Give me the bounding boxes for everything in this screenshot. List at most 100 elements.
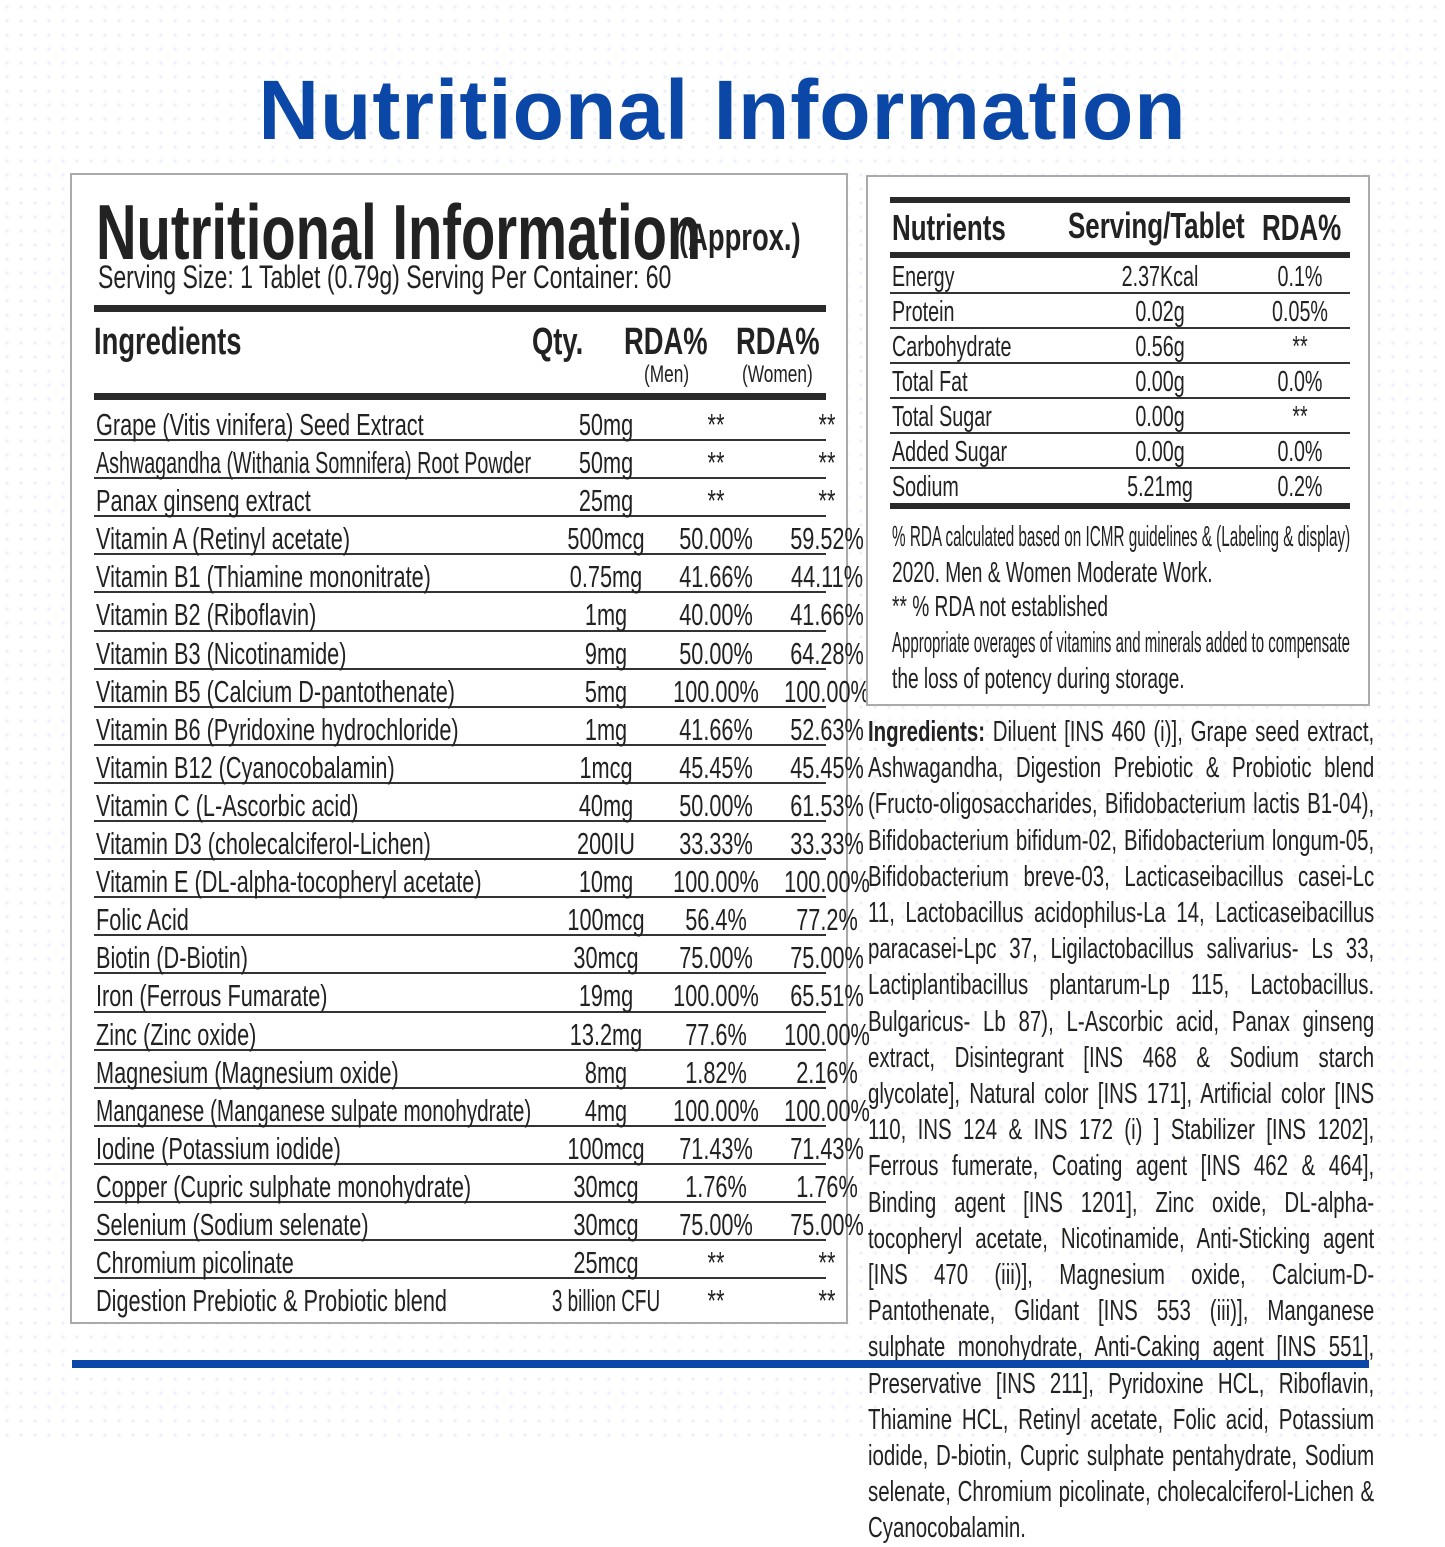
cell-men: 1.82% — [685, 1054, 747, 1090]
cell-men: 100.00% — [673, 673, 759, 709]
cell-women: 59.52% — [790, 521, 864, 557]
cell-men: 75.00% — [679, 1206, 753, 1242]
cell-men: 77.6% — [685, 1016, 747, 1052]
cell-serv: 0.00g — [1135, 401, 1185, 433]
cell-name: Ashwagandha (Withania Somnifera) Root Po… — [96, 445, 532, 481]
cell-name: Panax ginseng extract — [96, 483, 311, 519]
cell-women: 75.00% — [790, 940, 864, 976]
note-line: ** % RDA not established — [892, 591, 1108, 623]
cell-rda: ** — [1292, 331, 1308, 363]
cell-name: Manganese (Manganese sulpate monohydrate… — [96, 1092, 532, 1128]
cell-men: 75.00% — [679, 940, 753, 976]
ingredients-paragraph: Ingredients: Diluent [INS 460 (i)], Grap… — [868, 714, 1374, 1547]
cell-men: 100.00% — [673, 1092, 759, 1128]
header-women: (Women) — [742, 361, 813, 388]
table-row: Total Sugar 0.00g ** — [890, 399, 1350, 434]
cell-serv: 0.56g — [1135, 331, 1185, 363]
header-nutrients: Nutrients — [892, 207, 1006, 248]
cell-name: Selenium (Sodium selenate) — [96, 1206, 369, 1242]
cell-men: 50.00% — [679, 787, 753, 823]
cell-qty: 1mg — [584, 597, 628, 633]
table-row: Total Fat 0.00g 0.0% — [890, 364, 1350, 399]
page-title: Nutritional Information — [258, 63, 1187, 157]
cell-qty: 5mg — [584, 673, 628, 709]
cell-name: Total Sugar — [892, 401, 992, 433]
cell-name: Protein — [892, 296, 955, 328]
cell-name: Biotin (D-Biotin) — [96, 940, 248, 976]
cell-women: ** — [818, 407, 836, 442]
cell-qty: 100mcg — [567, 1130, 645, 1166]
cell-name: Folic Acid — [96, 902, 189, 938]
header-men: (Men) — [644, 361, 690, 388]
table-row: Vitamin B6 (Pyridoxine hydrochloride) 1mg… — [94, 708, 864, 747]
table-row: Selenium (Sodium selenate) 30mcg 75.00% 75.… — [94, 1203, 864, 1242]
cell-men: 33.33% — [679, 826, 753, 862]
table-row: Ashwagandha (Withania Somnifera) Root Po… — [94, 441, 835, 481]
table-row: Vitamin B5 (Calcium D-pantothenate) 5mg 10… — [94, 670, 870, 709]
divider — [890, 503, 1350, 509]
table-row: Chromium picolinate 25mcg ** ** — [94, 1241, 835, 1281]
divider — [94, 305, 826, 312]
header-qty: Qty. — [532, 321, 584, 363]
cell-women: ** — [818, 1283, 836, 1319]
cell-men: 50.00% — [679, 635, 753, 671]
table-row: Magnesium (Magnesium oxide) 8mg 1.82% 2.16% — [94, 1051, 858, 1090]
cell-qty: 10mg — [578, 864, 634, 900]
cell-qty: 30mcg — [573, 1168, 639, 1204]
divider — [890, 252, 1350, 258]
cell-women: ** — [818, 483, 836, 519]
title-text: Nutritional Information — [96, 188, 702, 276]
table-row: Vitamin B3 (Nicotinamide) 9mg 50.00% 64.28% — [94, 632, 864, 671]
cell-qty: 50mg — [578, 445, 634, 481]
cell-qty: 9mg — [584, 635, 628, 671]
cell-men: 1.76% — [685, 1168, 747, 1204]
nutrients-rows: Energy 2.37Kcal 0.1% Protein 0.02g 0.05% Carbo… — [890, 259, 1350, 504]
header-serving: Serving/Tablet — [1068, 205, 1245, 246]
cell-men: ** — [707, 407, 725, 442]
cell-name: Vitamin B5 (Calcium D-pantothenate) — [96, 673, 456, 709]
cell-name: Chromium picolinate — [96, 1245, 294, 1281]
cell-name: Sodium — [892, 471, 959, 503]
cell-women: 100.00% — [784, 1092, 870, 1128]
cell-qty: 13.2mg — [569, 1016, 643, 1052]
table-row: Vitamin C (L-Ascorbic acid) 40mg 50.00% 61.… — [94, 784, 864, 823]
cell-women: 2.16% — [796, 1054, 858, 1090]
cell-name: Vitamin A (Retinyl acetate) — [96, 521, 351, 557]
divider — [890, 197, 1350, 203]
cell-men: 45.45% — [679, 749, 753, 785]
cell-name: Vitamin B12 (Cyanocobalamin) — [96, 749, 395, 785]
table-row: Iron (Ferrous Fumarate) 19mg 100.00% 65.51% — [94, 974, 864, 1014]
cell-men: 100.00% — [673, 978, 759, 1014]
cell-qty: 25mg — [578, 483, 634, 519]
cell-women: 1.76% — [796, 1168, 858, 1204]
cell-qty: 200IU — [577, 826, 635, 862]
cell-name: Vitamin B6 (Pyridoxine hydrochloride) — [96, 711, 459, 747]
table-row: Carbohydrate 0.56g ** — [890, 329, 1350, 364]
cell-qty: 40mg — [578, 787, 634, 823]
cell-men: 41.66% — [679, 559, 753, 595]
cell-name: Total Fat — [892, 366, 968, 398]
cell-women: 64.28% — [790, 635, 864, 671]
cell-women: 100.00% — [784, 864, 870, 900]
cell-qty: 3 billion CFU — [551, 1283, 661, 1319]
table-row: Vitamin E (DL-alpha-tocopheryl acetate) 1… — [94, 860, 870, 900]
cell-name: Copper (Cupric sulphate monohydrate) — [96, 1168, 472, 1204]
cell-qty: 8mg — [584, 1054, 628, 1090]
cell-women: 44.11% — [791, 559, 863, 595]
cell-women: 77.2% — [796, 902, 858, 938]
header-rda-men: RDA% — [624, 321, 708, 363]
cell-qty: 4mg — [584, 1092, 628, 1128]
table-row: Vitamin B2 (Riboflavin) 1mg 40.00% 41.66% — [94, 593, 864, 633]
cell-men: ** — [707, 1283, 725, 1319]
table-row: Vitamin B1 (Thiamine mononitrate) 0.75mg 4… — [94, 555, 863, 595]
cell-serv: 0.00g — [1135, 366, 1185, 398]
cell-qty: 30mcg — [573, 940, 639, 976]
cell-name: Energy — [892, 261, 955, 293]
table-row: Digestion Prebiotic & Probiotic blend 3 b… — [94, 1279, 835, 1319]
cell-serv: 0.02g — [1135, 296, 1185, 328]
cell-name: Vitamin E (DL-alpha-tocopheryl acetate) — [96, 864, 482, 900]
cell-name: Digestion Prebiotic & Probiotic blend — [96, 1283, 448, 1319]
cell-women: 33.33% — [790, 826, 864, 862]
cell-qty: 1mcg — [579, 749, 633, 785]
table-row: Grape (Vitis vinifera) Seed Extract 50mg *… — [94, 403, 835, 442]
